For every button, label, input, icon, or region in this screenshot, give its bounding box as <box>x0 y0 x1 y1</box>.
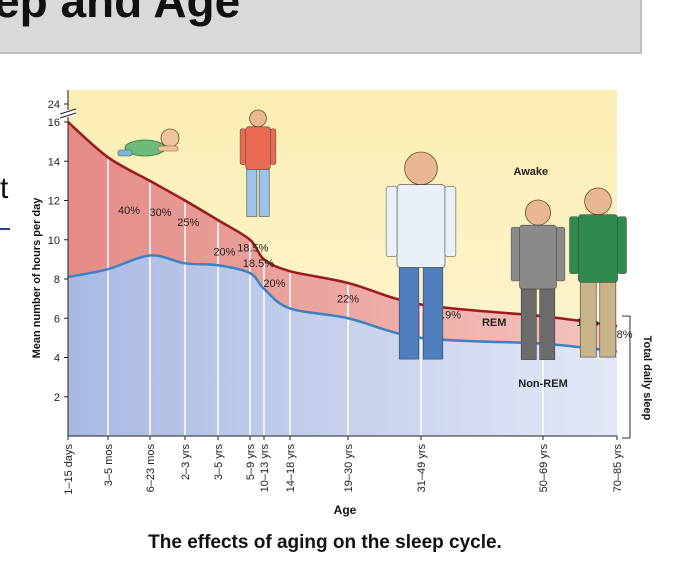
y-tick-label: 8 <box>54 274 60 286</box>
y-tick-label: 24 <box>48 99 60 111</box>
non-rem-region <box>68 255 617 436</box>
x-tick-label: 19–30 yrs <box>343 444 355 493</box>
region-label: Non-REM <box>518 378 568 390</box>
axis-break-mark <box>59 108 77 119</box>
rem-percent-label: 18.5% <box>243 258 274 270</box>
x-tick-label: 5–9 yrs <box>245 444 257 481</box>
total-sleep-bracket <box>622 315 631 439</box>
rem-percent-label: 40% <box>118 205 140 217</box>
cropped-text-fragment: t <box>0 172 9 205</box>
x-tick-label: 14–18 yrs <box>285 444 297 493</box>
region-label: REM <box>482 317 506 329</box>
y-tick-label: 16 <box>48 117 60 129</box>
child-illustration <box>239 109 277 217</box>
rem-percent-label: 22% <box>337 294 359 306</box>
x-tick-label: 3–5 yrs <box>213 444 225 481</box>
adult-illustration <box>385 151 457 360</box>
x-tick-label: 6–23 mos <box>145 444 157 493</box>
x-tick-label: 50–69 yrs <box>538 444 550 493</box>
y-tick-label: 10 <box>48 235 60 247</box>
x-tick-label: 70–85 yrs <box>612 444 624 493</box>
y-tick-label: 6 <box>54 313 60 325</box>
rem-percent-label: 30% <box>149 207 171 219</box>
y-tick-label: 4 <box>54 353 60 365</box>
x-tick-label: 1–15 days <box>63 444 75 495</box>
baby-illustration <box>117 128 180 157</box>
figure-caption: The effects of aging on the sleep cycle. <box>148 532 502 553</box>
x-axis-label: Age <box>334 503 357 517</box>
age-illustrations <box>117 109 627 360</box>
slide-title: ep and Age <box>0 0 241 27</box>
senior-man-illustration <box>510 199 566 360</box>
y-axis-label: Mean number of hours per day <box>31 197 43 359</box>
y-tick-label: 2 <box>54 392 60 404</box>
elderly-man-illustration <box>569 187 627 358</box>
right-axis-label: Total daily sleep <box>641 336 653 421</box>
total-sleep-line <box>67 121 618 328</box>
x-tick-label: 2–3 yrs <box>180 444 192 481</box>
slide-title-bar: ep and Age <box>0 0 642 54</box>
cropped-underline <box>0 228 10 230</box>
non-rem-line <box>67 254 618 353</box>
rem-percent-label: 20% <box>263 278 285 290</box>
region-label: Awake <box>513 166 548 178</box>
rem-percent-label: 18.5% <box>237 243 268 255</box>
y-tick-label: 12 <box>48 196 60 208</box>
rem-percent-label: 25% <box>177 217 199 229</box>
x-tick-label: 3–5 mos <box>103 444 115 487</box>
y-tick-label: 14 <box>48 156 60 168</box>
x-tick-label: 31–49 yrs <box>416 444 428 493</box>
rem-percent-label: 20% <box>213 246 235 258</box>
x-tick-label: 10–13 yrs <box>259 444 271 493</box>
